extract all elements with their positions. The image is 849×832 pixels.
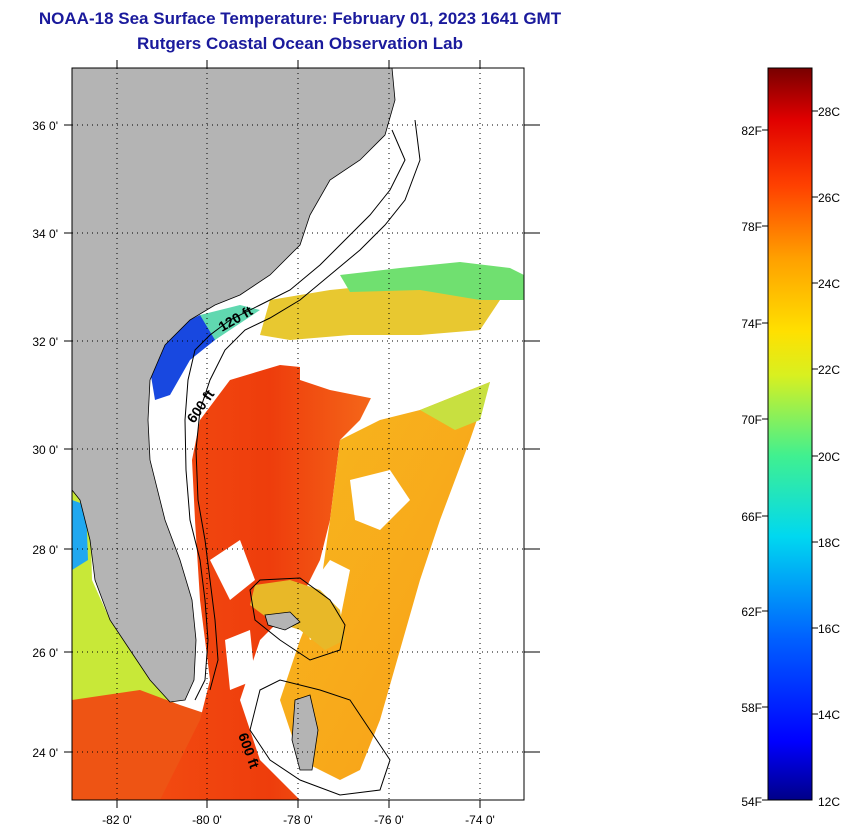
cloud-patch-3: [300, 340, 430, 400]
lon-label: -76 0': [374, 813, 404, 827]
colorbar: [767, 67, 813, 801]
colorbar-f-labels: 82F 78F 74F 70F 66F 62F 58F 54F: [741, 124, 762, 809]
lat-label: 24 0': [32, 746, 58, 760]
colorbar-f-label: 66F: [741, 510, 762, 524]
lat-label: 32 0': [32, 335, 58, 349]
contour-bahamas-south: [249, 679, 391, 796]
lat-label: 28 0': [32, 543, 58, 557]
contour-120ft: [184, 129, 406, 701]
colorbar-c-label: 18C: [818, 536, 840, 550]
map-grid: [72, 68, 524, 800]
colorbar-c-label: 28C: [818, 105, 840, 119]
carolina-shelf-band: [260, 285, 500, 340]
colorbar-c-label: 12C: [818, 795, 840, 809]
colorbar-c-label: 26C: [818, 191, 840, 205]
offshore-sst-swath: [280, 382, 490, 780]
lat-label: 34 0': [32, 227, 58, 241]
bahamas-banks: [250, 580, 345, 650]
contour-bahamas: [249, 577, 346, 661]
colorbar-c-label: 22C: [818, 363, 840, 377]
colorbar-f-label: 78F: [741, 220, 762, 234]
lat-labels: 36 0' 34 0' 32 0' 30 0' 28 0' 26 0' 24 0…: [32, 119, 58, 760]
colorbar-f-label: 58F: [741, 701, 762, 715]
map-subtitle: Rutgers Coastal Ocean Observation Lab: [137, 34, 463, 53]
land-florida-se-us: [72, 68, 396, 703]
colorbar-c-label: 24C: [818, 277, 840, 291]
lon-label: -78 0': [283, 813, 313, 827]
carolina-green-band: [340, 262, 524, 300]
lat-label: 30 0': [32, 443, 58, 457]
colorbar-ticks: [762, 110, 818, 801]
lon-labels: -82 0' -80 0' -78 0' -76 0' -74 0': [102, 813, 495, 827]
cloud-patch-4: [210, 540, 255, 600]
lon-label: -82 0': [102, 813, 132, 827]
lon-label: -80 0': [192, 813, 222, 827]
colorbar-f-label: 82F: [741, 124, 762, 138]
cloud-patch-2: [350, 470, 410, 530]
lat-label: 26 0': [32, 646, 58, 660]
colorbar-c-label: 16C: [818, 622, 840, 636]
colorbar-f-label: 74F: [741, 317, 762, 331]
colorbar-c-label: 14C: [818, 708, 840, 722]
bahamas-island-2: [264, 611, 301, 631]
colorbar-c-label: 20C: [818, 450, 840, 464]
contour-600ft: [195, 119, 421, 691]
map-ticks: [64, 60, 540, 808]
map-title: NOAA-18 Sea Surface Temperature: Februar…: [38, 9, 562, 28]
map-area: 120 ft 600 ft 600 ft: [72, 68, 524, 800]
cloud-patch-5: [225, 630, 255, 690]
colorbar-f-label: 62F: [741, 605, 762, 619]
lon-label: -74 0': [465, 813, 495, 827]
colorbar-c-labels: 28C 26C 24C 22C 20C 18C 16C 14C 12C: [818, 105, 840, 809]
colorbar-f-label: 70F: [741, 413, 762, 427]
offshore-green-fringe: [420, 382, 490, 430]
colorbar-f-label: 54F: [741, 795, 762, 809]
lat-label: 36 0': [32, 119, 58, 133]
